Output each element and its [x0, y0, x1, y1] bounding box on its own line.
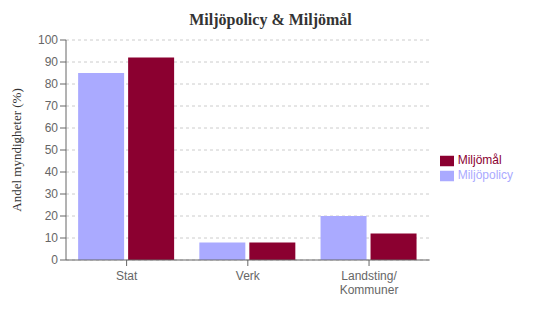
html-text:Miljömål: Miljömål: [457, 153, 502, 168]
svg-text:60: 60: [45, 121, 59, 135]
svg-text:90: 90: [45, 55, 59, 69]
html-text:Miljöpolicy: Miljöpolicy: [457, 168, 513, 182]
svg-text:20: 20: [45, 209, 59, 223]
svg-text:Stat: Stat: [116, 269, 138, 283]
svg-text:70: 70: [45, 99, 59, 113]
svg-text:10: 10: [45, 231, 59, 245]
html-text:Miljöpolicy & Miljömål: Miljöpolicy & Miljömål: [189, 11, 352, 28]
svg-text:100: 100: [38, 33, 58, 47]
svg-text:80: 80: [45, 77, 59, 91]
svg-text:50: 50: [45, 143, 59, 157]
svg-text:Landsting/Kommuner: Landsting/Kommuner: [340, 269, 399, 297]
svg-text:30: 30: [45, 187, 59, 201]
svg-text:Verk: Verk: [236, 269, 261, 283]
svg-text:Andel myndigheter (%): Andel myndigheter (%): [9, 88, 24, 211]
svg-text:0: 0: [51, 253, 58, 267]
svg-text:40: 40: [45, 165, 59, 179]
